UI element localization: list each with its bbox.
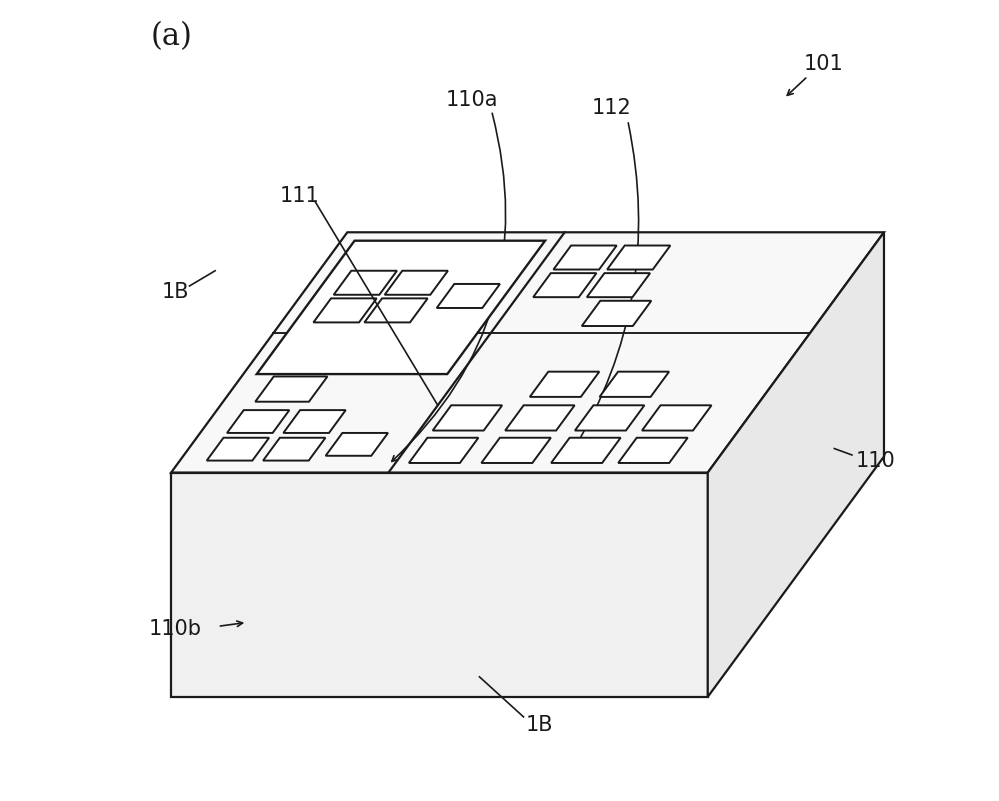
Polygon shape [529, 372, 599, 397]
Text: 1B: 1B [162, 283, 189, 302]
Polygon shape [365, 299, 428, 323]
Polygon shape [482, 437, 550, 463]
Polygon shape [586, 273, 650, 297]
Text: 110b: 110b [149, 619, 202, 638]
Polygon shape [433, 405, 502, 431]
Polygon shape [553, 245, 616, 269]
Polygon shape [618, 437, 687, 463]
Polygon shape [207, 437, 269, 461]
Polygon shape [642, 405, 711, 431]
Polygon shape [227, 410, 290, 433]
Polygon shape [385, 271, 448, 295]
Polygon shape [326, 433, 388, 456]
Polygon shape [314, 299, 377, 323]
Polygon shape [171, 232, 884, 473]
Polygon shape [171, 473, 707, 697]
Text: 112: 112 [591, 99, 631, 118]
Text: 110: 110 [856, 451, 896, 470]
Polygon shape [599, 372, 669, 397]
Polygon shape [607, 245, 670, 269]
Polygon shape [551, 437, 620, 463]
Text: 110a: 110a [446, 91, 498, 110]
Text: (a): (a) [150, 21, 192, 51]
Polygon shape [334, 271, 397, 295]
Polygon shape [409, 437, 479, 463]
Text: 101: 101 [804, 54, 844, 74]
Polygon shape [581, 301, 651, 326]
Text: 1B: 1B [525, 715, 553, 735]
Text: 111: 111 [280, 187, 319, 206]
Polygon shape [574, 405, 644, 431]
Polygon shape [707, 232, 884, 697]
Polygon shape [257, 240, 545, 374]
Polygon shape [256, 376, 328, 402]
Polygon shape [505, 405, 574, 431]
Polygon shape [437, 284, 500, 308]
Polygon shape [284, 410, 346, 433]
Polygon shape [533, 273, 596, 297]
Polygon shape [263, 437, 326, 461]
